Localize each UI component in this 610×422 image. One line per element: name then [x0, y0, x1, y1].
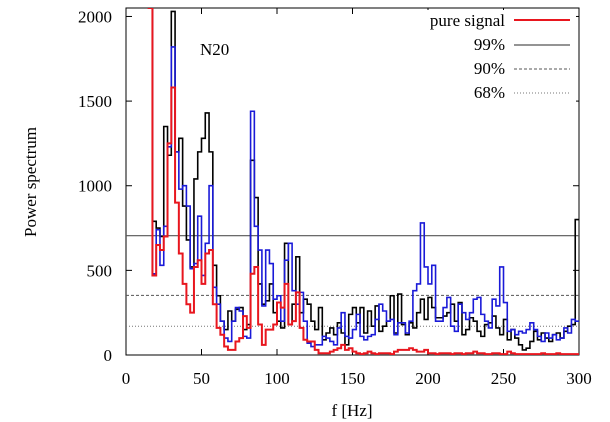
series-line-pure-signal — [147, 8, 579, 355]
y-tick-label: 500 — [87, 261, 113, 280]
legend: pure signal 99% 90% 68% — [368, 10, 576, 105]
legend-label-68: 68% — [474, 83, 505, 102]
series-lines — [147, 8, 579, 355]
x-tick-label: 0 — [122, 369, 131, 388]
y-axis-title: Power spectrum — [21, 127, 40, 237]
x-tick-label: 50 — [193, 369, 210, 388]
y-tick-label: 1000 — [78, 177, 112, 196]
legend-label-pure-signal: pure signal — [430, 11, 505, 30]
x-tick-label: 150 — [340, 369, 366, 388]
axis-ticks: 0 50 100 150 200 250 300 0 500 1000 1500 2000 — [78, 7, 592, 388]
x-axis-title: f [Hz] — [331, 401, 372, 420]
x-tick-label: 250 — [491, 369, 517, 388]
legend-background — [368, 10, 576, 105]
y-tick-label: 0 — [104, 346, 113, 365]
x-tick-label: 200 — [415, 369, 441, 388]
y-tick-label: 1500 — [78, 92, 112, 111]
y-tick-label: 2000 — [78, 7, 112, 26]
legend-label-90: 90% — [474, 59, 505, 78]
x-tick-label: 300 — [566, 369, 592, 388]
n20-annotation: N20 — [200, 40, 229, 59]
x-tick-label: 100 — [264, 369, 290, 388]
legend-label-99: 99% — [474, 35, 505, 54]
series-line-blue-series — [147, 8, 579, 348]
